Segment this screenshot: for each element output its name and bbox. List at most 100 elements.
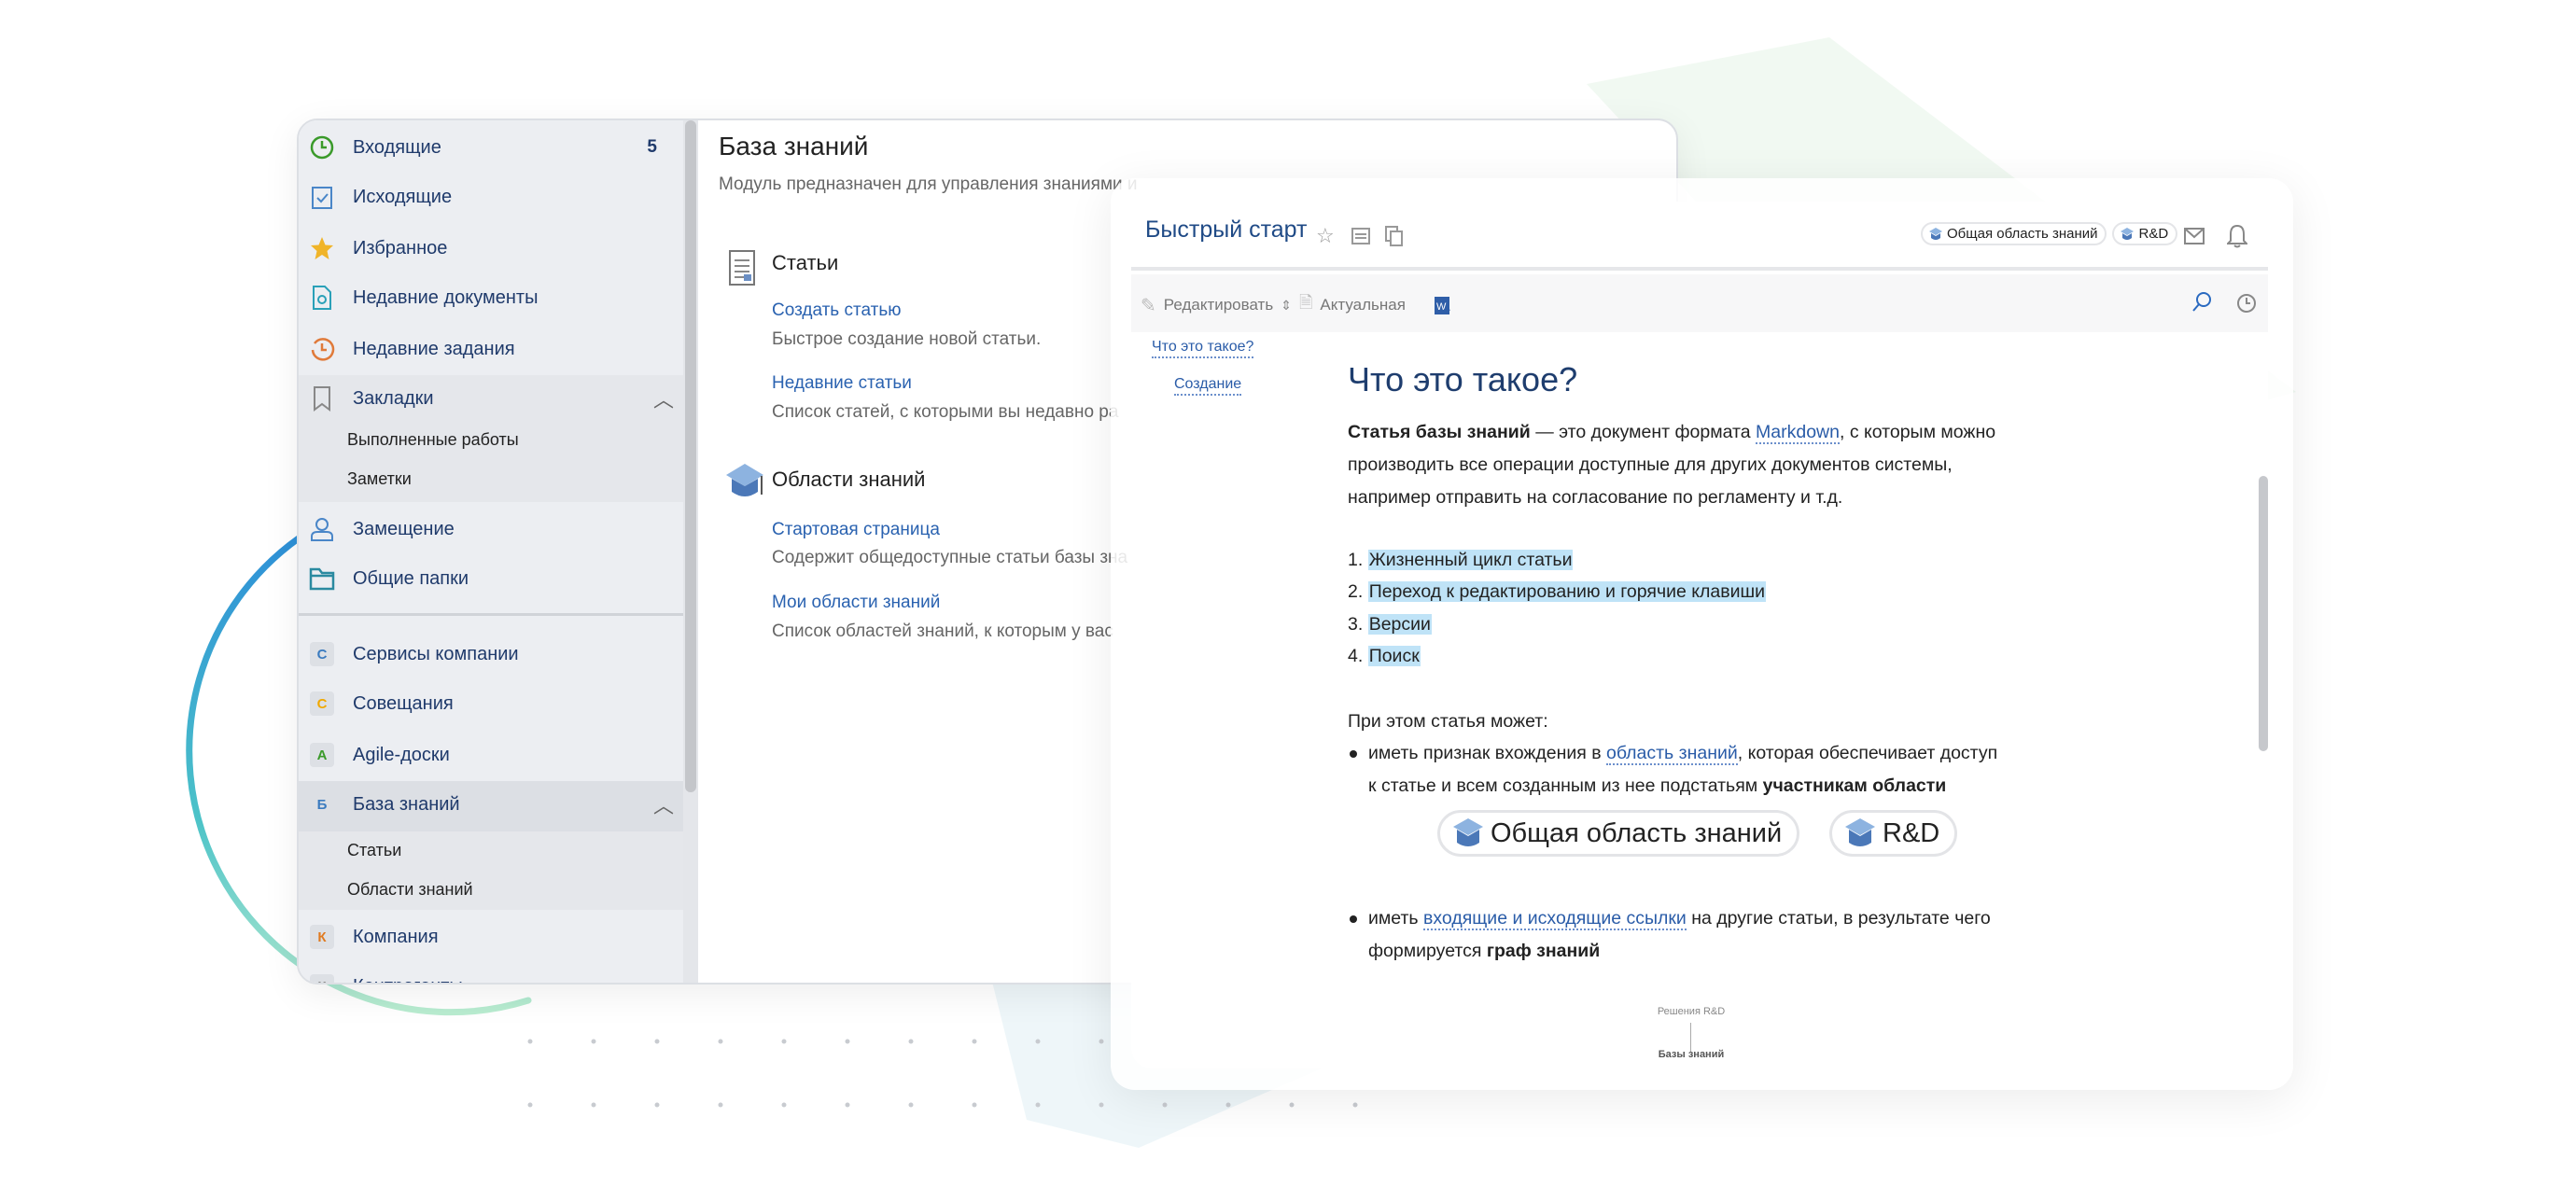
sidebar-app[interactable]: С Сервисы компании <box>299 631 683 677</box>
sidebar-item-label: Контрагенты <box>353 976 463 984</box>
sidebar-item[interactable]: Избранное <box>299 225 683 272</box>
sidebar-item-label: Agile-доски <box>353 744 450 765</box>
sidebar-item[interactable]: Закладки ︿ <box>299 375 683 422</box>
bullet <box>1350 915 1357 923</box>
link-description: Содержит общедоступные статьи базы зна <box>772 548 1128 567</box>
article-header: Быстрый старт ☆ Общая область знаний R&D <box>1131 202 2268 271</box>
sidebar-item-label: Недавние задания <box>353 338 515 359</box>
list-item[interactable]: 1. Жизненный цикл статьи <box>1348 550 1574 570</box>
bullet-text: формируется граф знаний <box>1368 941 1600 962</box>
knowledge-area-link[interactable]: область знаний <box>1606 743 1738 765</box>
app-letter-icon: С <box>310 691 334 716</box>
article-toolbar: ✎ Редактировать ⇕ 🗎 Актуальная W <box>1131 274 2268 332</box>
list-item[interactable]: 3. Версии <box>1348 614 1432 635</box>
recent-articles-link[interactable]: Недавние статьи <box>772 373 912 393</box>
tag-chip[interactable]: Общая область знаний <box>1921 222 2107 245</box>
paragraph: При этом статья может: <box>1348 711 1548 732</box>
search-icon[interactable] <box>2191 291 2212 315</box>
status-document-icon: 🗎 <box>1298 293 1313 312</box>
area-chip-large[interactable]: R&D <box>1829 810 1958 857</box>
sidebar-item[interactable]: Недавние документы <box>299 274 683 321</box>
sidebar-item[interactable]: Входящие 5 <box>299 124 683 171</box>
links-link[interactable]: входящие и исходящие ссылки <box>1423 908 1687 930</box>
list-item[interactable]: 4. Поиск <box>1348 646 1421 666</box>
sort-icon[interactable]: ⇕ <box>1281 297 1292 313</box>
graph-node: Решения R&D <box>1657 1006 1726 1017</box>
recent-tasks-icon <box>308 335 336 363</box>
app-letter-icon: Б <box>316 796 328 813</box>
sidebar-subitem[interactable]: Заметки <box>347 469 412 488</box>
sidebar-item-label: Недавние документы <box>353 286 539 308</box>
my-areas-link[interactable]: Мои области знаний <box>772 593 941 612</box>
list-link[interactable]: Переход к редактированию и горячие клави… <box>1367 581 1767 602</box>
sidebar-item[interactable]: Замещение <box>299 506 683 552</box>
sidebar-scrollbar[interactable] <box>685 120 696 792</box>
word-export-icon[interactable]: W <box>1434 294 1452 316</box>
sidebar-item-label: Общие папки <box>353 567 469 589</box>
text: формируется <box>1368 941 1487 961</box>
graduation-cap-icon <box>1845 818 1875 846</box>
toc-item[interactable]: Создание <box>1174 375 1242 396</box>
sidebar-app[interactable]: Б База знаний ︿ <box>299 781 683 828</box>
page-title: База знаний <box>719 132 869 161</box>
sidebar-item[interactable]: Исходящие <box>299 174 683 220</box>
text: иметь признак вхождения в <box>1368 743 1607 763</box>
text: — это документ формата <box>1530 422 1757 442</box>
recent-document-icon <box>308 284 336 312</box>
list-link[interactable]: Жизненный цикл статьи <box>1367 550 1574 570</box>
graduation-cap-icon <box>1928 227 1943 242</box>
bullet <box>1350 750 1357 758</box>
selected-highlight <box>299 781 683 831</box>
bold-text: Статья базы знаний <box>1348 422 1531 442</box>
app-letter-icon: A <box>310 743 334 767</box>
sidebar-app[interactable]: К Компания <box>299 914 683 960</box>
sidebar-item-label: Входящие <box>353 136 441 158</box>
list-icon[interactable] <box>1351 228 1370 244</box>
sidebar-app[interactable]: A Agile-доски <box>299 732 683 778</box>
star-icon[interactable]: ☆ <box>1316 224 1335 247</box>
history-icon[interactable] <box>2236 293 2257 314</box>
sidebar-item[interactable]: Недавние задания <box>299 326 683 372</box>
status-dropdown[interactable]: Актуальная <box>1320 296 1406 314</box>
bell-icon[interactable] <box>2227 224 2247 248</box>
list-link[interactable]: Поиск <box>1367 646 1421 666</box>
sidebar-item[interactable]: Общие папки <box>299 555 683 602</box>
sidebar-app[interactable]: К Контрагенты <box>299 963 683 984</box>
toc-item[interactable]: Что это такое? <box>1152 338 1254 358</box>
clock-icon <box>308 133 336 161</box>
sidebar-item-label: База знаний <box>353 793 460 815</box>
mail-icon[interactable] <box>2184 228 2205 244</box>
article-scrollbar[interactable] <box>2259 476 2268 751</box>
intro-line: производить все операции доступные для д… <box>1348 454 1953 475</box>
area-chip-large[interactable]: Общая область знаний <box>1437 810 1800 857</box>
document-icon <box>729 250 755 286</box>
create-article-link[interactable]: Создать статью <box>772 300 902 320</box>
bold-text: граф знаний <box>1486 941 1601 961</box>
markdown-link[interactable]: Markdown <box>1756 422 1840 444</box>
article-title: Быстрый старт <box>1145 216 1308 243</box>
sidebar-item-label: Исходящие <box>353 186 453 207</box>
text: , с которым можно <box>1839 422 1996 442</box>
sidebar-app[interactable]: С Совещания <box>299 680 683 727</box>
list-item[interactable]: 2. Переход к редактированию и горячие кл… <box>1348 581 1767 602</box>
copy-icon[interactable] <box>1385 226 1404 246</box>
article-heading: Что это такое? <box>1348 360 1578 398</box>
edit-button[interactable]: Редактировать <box>1163 296 1274 314</box>
sidebar-subitem[interactable]: Выполненные работы <box>347 430 519 449</box>
graph-node: Базы знаний <box>1658 1049 1725 1060</box>
tag-chip[interactable]: R&D <box>2112 222 2178 245</box>
bullet-text: иметь входящие и исходящие ссылки на дру… <box>1368 908 1991 930</box>
checklist-icon <box>308 183 336 211</box>
chevron-up-icon[interactable]: ︿ <box>652 388 674 412</box>
text: на другие статьи, в результате чего <box>1686 908 1991 929</box>
list-link[interactable]: Версии <box>1367 614 1432 635</box>
start-page-link[interactable]: Стартовая страница <box>772 520 940 539</box>
chevron-up-icon[interactable]: ︿ <box>652 794 674 817</box>
section-title: Области знаний <box>772 468 926 491</box>
sidebar-subitem[interactable]: Области знаний <box>347 880 473 899</box>
sidebar-subitem[interactable]: Статьи <box>347 841 402 859</box>
article-window: Быстрый старт ☆ Общая область знаний R&D… <box>1131 202 2268 1068</box>
bullet-text: к статье и всем созданным из нее подстат… <box>1368 775 1946 797</box>
sidebar-item-label: Закладки <box>353 387 434 409</box>
text: , которая обеспечивает доступ <box>1737 743 1998 763</box>
